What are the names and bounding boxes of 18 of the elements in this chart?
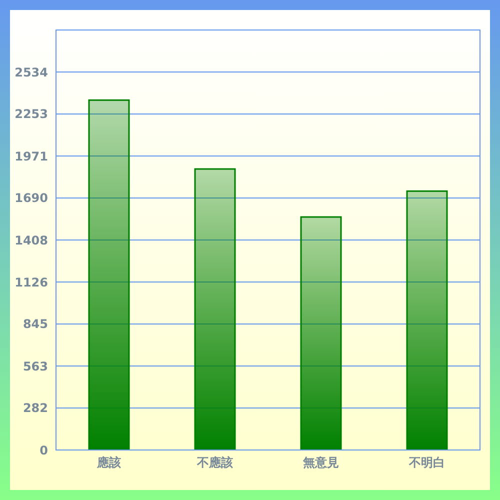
y-tick-label: 1126 bbox=[14, 275, 48, 290]
y-tick-label: 1408 bbox=[14, 233, 48, 248]
x-tick-label: 不明白 bbox=[408, 456, 445, 470]
bar bbox=[194, 168, 236, 450]
y-tick-label: 1971 bbox=[14, 149, 48, 164]
bar bbox=[300, 216, 342, 450]
y-tick-label: 563 bbox=[22, 359, 48, 374]
y-tick-label: 1690 bbox=[14, 191, 48, 206]
y-tick-label: 282 bbox=[22, 401, 48, 416]
x-tick-label: 應該 bbox=[96, 456, 121, 470]
y-tick-label: 845 bbox=[22, 317, 48, 332]
y-tick-label: 0 bbox=[40, 443, 48, 458]
x-tick-label: 不應該 bbox=[196, 456, 233, 470]
bar bbox=[88, 99, 130, 450]
x-tick-label: 無意見 bbox=[302, 456, 339, 470]
bar bbox=[406, 190, 448, 450]
y-tick-label: 2253 bbox=[14, 107, 48, 122]
y-tick-label: 2534 bbox=[14, 65, 48, 80]
